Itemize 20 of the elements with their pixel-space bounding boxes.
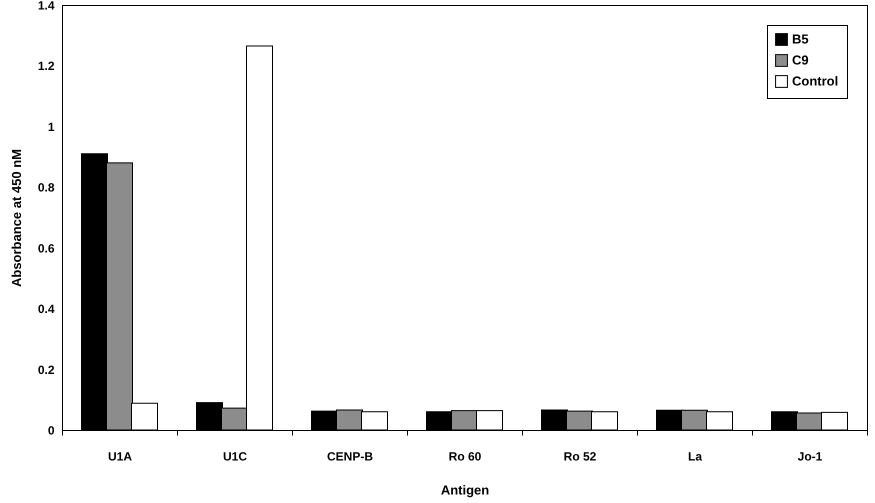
y-tick-label: 1 [48, 120, 55, 134]
y-tick-label: 0 [48, 424, 55, 438]
x-tick-label: La [688, 450, 702, 464]
x-tick-label: Ro 60 [448, 450, 482, 464]
x-tick-label: CENP-B [326, 450, 374, 464]
y-tick-label: 1.2 [38, 59, 55, 74]
x-tick-label: U1C [222, 450, 248, 464]
legend-label: B5 [792, 32, 809, 46]
y-tick-label: 1.4 [38, 0, 55, 12]
y-axis-title: Absorbance at 450 nM [8, 149, 24, 287]
x-tick-label: Jo-1 [798, 450, 823, 464]
legend-label: C9 [792, 52, 809, 68]
x-tick-label: Ro 52 [564, 450, 597, 464]
y-tick-label: 0.8 [38, 180, 55, 195]
x-axis-title: Antigen [440, 482, 490, 498]
legend-label: Control [792, 74, 838, 88]
y-tick-label: 0.6 [38, 241, 55, 256]
x-tick-label: U1A [108, 450, 132, 464]
y-tick-label: 0.4 [38, 302, 55, 316]
y-tick-label: 0.2 [38, 362, 55, 377]
